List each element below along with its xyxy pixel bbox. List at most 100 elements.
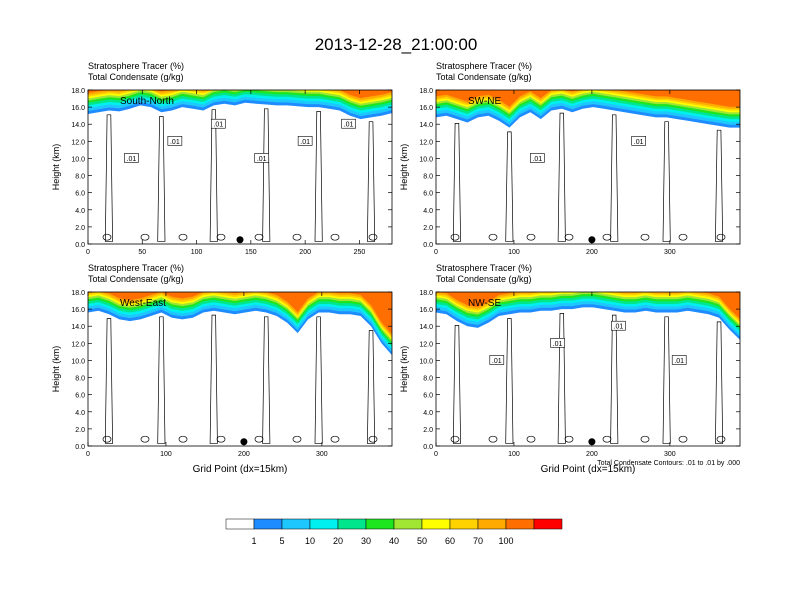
condensate-contour-low bbox=[640, 435, 650, 443]
panel-name: NW-SE bbox=[468, 298, 501, 309]
x-tick-label: 200 bbox=[586, 249, 598, 256]
contour-label-box bbox=[631, 136, 646, 146]
condensate-contour bbox=[452, 325, 461, 444]
colorbar-swatch bbox=[309, 518, 339, 530]
contour-label-box bbox=[341, 118, 356, 129]
y-tick-label: 18.0 bbox=[419, 88, 433, 95]
colorbar-label: 70 bbox=[473, 536, 483, 546]
x-axis-label: Grid Point (dx=15km) bbox=[541, 464, 636, 475]
colorbar-label: 10 bbox=[305, 536, 315, 546]
panel-name: South-North bbox=[120, 96, 174, 107]
condensate-contour-low bbox=[178, 435, 188, 443]
condensate-contour bbox=[209, 109, 218, 242]
y-tick-label: 18.0 bbox=[71, 290, 85, 297]
contour-label-text: .01 bbox=[213, 122, 223, 129]
y-tick-label: 12.0 bbox=[419, 341, 433, 348]
condensate-contour-low bbox=[488, 435, 498, 443]
y-tick-label: 14.0 bbox=[419, 122, 433, 129]
x-tick-label: 100 bbox=[160, 451, 172, 458]
y-tick-label: 16.0 bbox=[71, 105, 85, 112]
colorbar-label: 1 bbox=[251, 536, 256, 546]
panel-label-tracer: Stratosphere Tracer (%) bbox=[88, 263, 184, 273]
contour-label-box bbox=[671, 355, 687, 365]
tracer-fill bbox=[436, 90, 740, 128]
condensate-contour bbox=[104, 114, 113, 242]
colorbar-label: 60 bbox=[445, 536, 455, 546]
condensate-contour bbox=[505, 131, 514, 242]
y-axis-label: Height (km) bbox=[51, 346, 61, 393]
y-tick-label: 0.0 bbox=[423, 444, 433, 451]
y-tick-label: 6.0 bbox=[75, 393, 85, 400]
condensate-contour-low bbox=[368, 435, 378, 443]
condensate-contour-low bbox=[716, 233, 726, 241]
y-tick-label: 12.0 bbox=[71, 341, 85, 348]
condensate-contour bbox=[610, 114, 619, 242]
tracer-band-10 bbox=[436, 292, 740, 319]
condensate-contour bbox=[314, 111, 323, 242]
colorbar-label: 40 bbox=[389, 536, 399, 546]
condensate-contour-low bbox=[526, 435, 536, 443]
contour-label-text: .01 bbox=[634, 139, 644, 146]
contour-label: .01 bbox=[341, 118, 356, 129]
y-tick-label: 10.0 bbox=[71, 156, 85, 163]
contour-label-box bbox=[611, 320, 626, 331]
panel-west-east: Stratosphere Tracer (%)Total Condensate … bbox=[51, 263, 393, 475]
condensate-contour-low bbox=[602, 435, 612, 443]
y-tick-label: 2.0 bbox=[423, 225, 433, 232]
colorbar-swatch bbox=[393, 518, 423, 530]
tracer-band-10 bbox=[436, 90, 740, 107]
panel-nw-se: Stratosphere Tracer (%)Total Condensate … bbox=[399, 263, 741, 475]
condensate-contour-low bbox=[330, 233, 340, 241]
condensate-contour-low bbox=[526, 233, 536, 241]
colorbar-swatch bbox=[533, 518, 563, 530]
panel-label-condensate: Total Condensate (g/kg) bbox=[88, 72, 184, 82]
condensate-contour-low bbox=[102, 435, 112, 443]
condensate-contour bbox=[715, 321, 724, 444]
contour-label-text: .01 bbox=[553, 341, 563, 348]
condensate-contour bbox=[209, 314, 218, 444]
y-axis-label: Height (km) bbox=[51, 144, 61, 191]
condensate-contour-low bbox=[678, 233, 688, 241]
condensate-contour bbox=[452, 123, 461, 242]
contour-label-text: .01 bbox=[614, 324, 624, 331]
contour-label-text: .01 bbox=[532, 156, 542, 163]
x-tick-label: 0 bbox=[86, 451, 90, 458]
y-axis-label: Height (km) bbox=[399, 144, 409, 191]
condensate-contour bbox=[157, 116, 166, 242]
tracer-band-3 bbox=[88, 292, 392, 350]
y-tick-label: 14.0 bbox=[71, 324, 85, 331]
contour-label-text: .01 bbox=[492, 358, 502, 365]
condensate-contour bbox=[505, 318, 514, 444]
condensate-contour bbox=[662, 316, 671, 444]
x-tick-label: 250 bbox=[354, 249, 366, 256]
y-tick-label: 8.0 bbox=[423, 376, 433, 383]
panel-label-tracer: Stratosphere Tracer (%) bbox=[436, 61, 532, 71]
y-tick-label: 10.0 bbox=[419, 358, 433, 365]
condensate-contour-low bbox=[564, 435, 574, 443]
y-tick-label: 4.0 bbox=[75, 410, 85, 417]
contour-label-text: .01 bbox=[170, 139, 180, 146]
contour-label: .01 bbox=[550, 338, 565, 348]
contour-label-text: .01 bbox=[674, 358, 684, 365]
panel-label-condensate: Total Condensate (g/kg) bbox=[88, 274, 184, 284]
y-tick-label: 4.0 bbox=[423, 208, 433, 215]
x-axis-label: Grid Point (dx=15km) bbox=[193, 464, 288, 475]
contour-label-box bbox=[254, 153, 270, 163]
condensate-contour-low bbox=[640, 233, 650, 241]
contour-label-text: .01 bbox=[344, 122, 354, 129]
condensate-contour-low bbox=[488, 233, 498, 241]
x-tick-label: 300 bbox=[664, 451, 676, 458]
colorbar-swatch bbox=[477, 518, 507, 530]
colorbar-swatch bbox=[281, 518, 311, 530]
y-tick-label: 4.0 bbox=[423, 410, 433, 417]
y-tick-label: 4.0 bbox=[75, 208, 85, 215]
contour-label-text: .01 bbox=[257, 156, 267, 163]
y-tick-label: 8.0 bbox=[75, 174, 85, 181]
colorbar-label: 30 bbox=[361, 536, 371, 546]
condensate-contour bbox=[610, 314, 619, 444]
condensate-contour-low bbox=[102, 233, 112, 241]
contour-label: .01 bbox=[124, 153, 139, 163]
contour-footnote: Total Condensate Contours: .01 to .01 by… bbox=[597, 460, 740, 467]
condensate-contour-low bbox=[178, 233, 188, 241]
